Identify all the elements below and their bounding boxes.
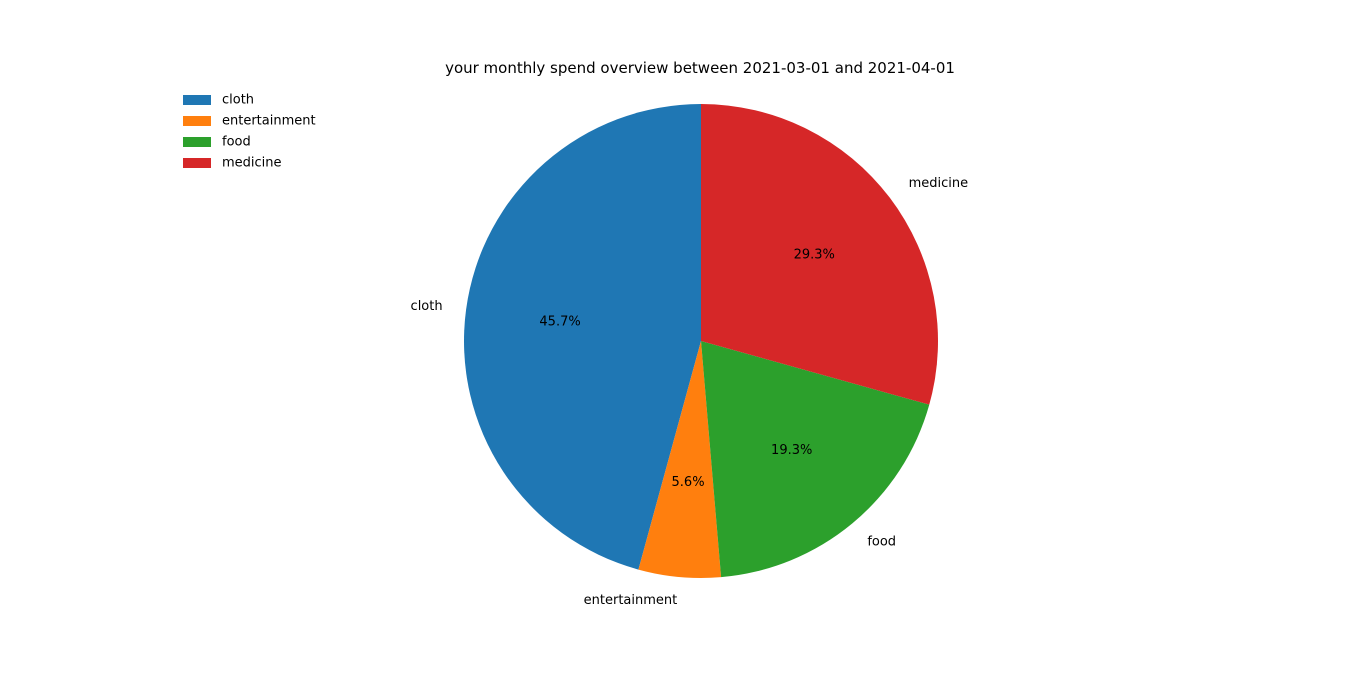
pct-label-medicine: 29.3% <box>794 248 835 263</box>
legend-label-cloth: cloth <box>222 93 254 108</box>
chart-title: your monthly spend overview between 2021… <box>445 59 955 77</box>
legend-swatch-cloth <box>183 95 211 105</box>
pie-slice-medicine <box>701 104 938 405</box>
slice-label-entertainment: entertainment <box>584 593 678 608</box>
legend-label-food: food <box>222 135 251 150</box>
legend-swatch-food <box>183 137 211 147</box>
pct-label-food: 19.3% <box>771 443 812 458</box>
legend-swatch-entertainment <box>183 116 211 126</box>
legend-label-entertainment: entertainment <box>222 114 316 129</box>
percentage-labels: 45.7% 5.6% 19.3% 29.3% <box>539 248 835 491</box>
pie-slices <box>464 104 938 578</box>
legend-label-medicine: medicine <box>222 156 282 171</box>
slice-label-medicine: medicine <box>909 176 969 191</box>
legend-swatch-medicine <box>183 158 211 168</box>
slice-label-cloth: cloth <box>411 299 443 314</box>
pct-label-cloth: 45.7% <box>539 315 580 330</box>
pct-label-entertainment: 5.6% <box>672 475 705 490</box>
pie-slice-food <box>701 341 930 578</box>
pie-slice-cloth <box>464 104 701 570</box>
slice-labels: cloth entertainment food medicine <box>411 176 969 608</box>
legend: cloth entertainment food medicine <box>183 93 316 171</box>
pie-slice-entertainment <box>638 341 722 578</box>
slice-label-food: food <box>867 534 896 549</box>
